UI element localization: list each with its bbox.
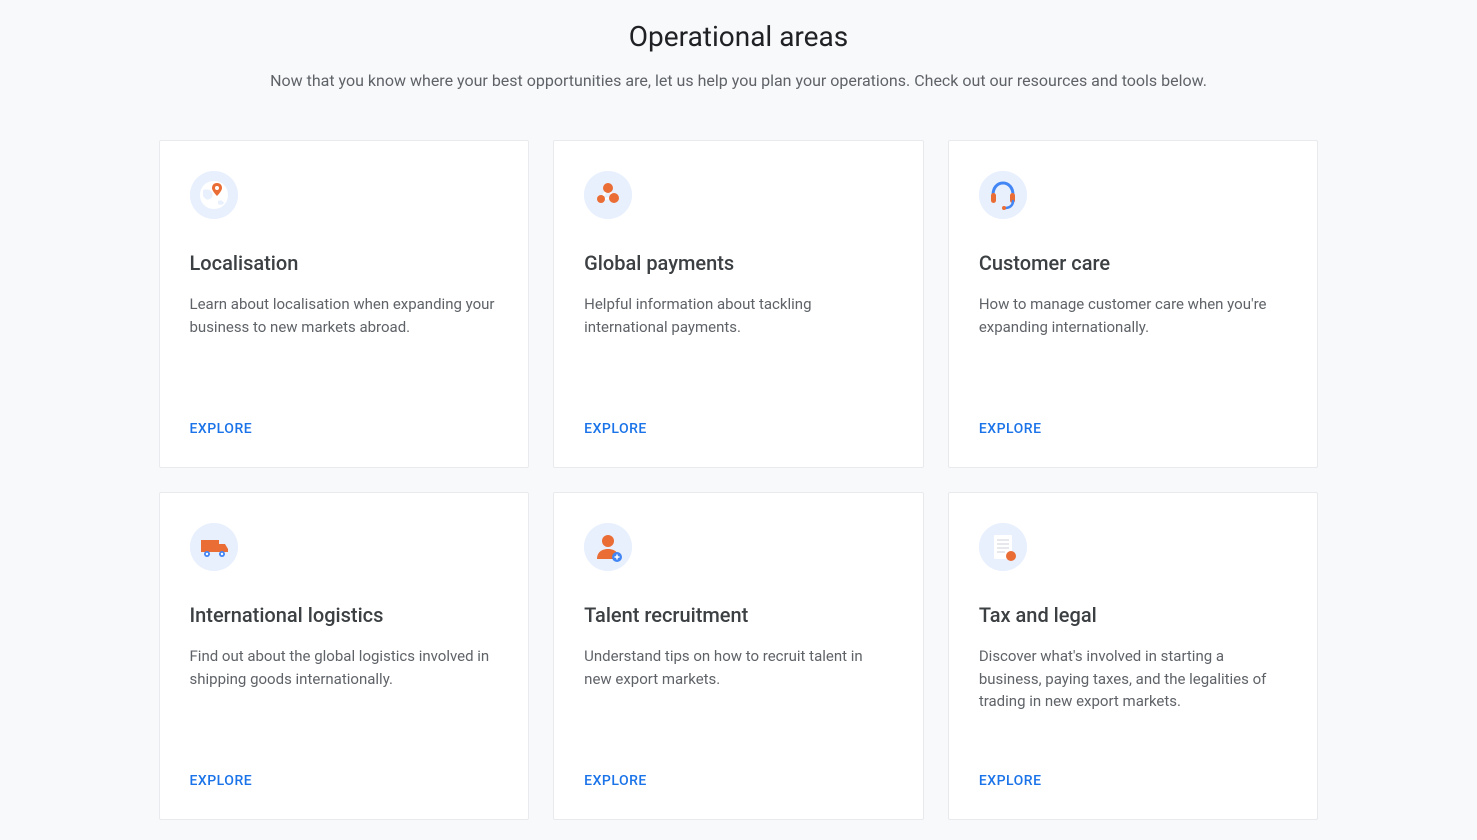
card-title: Customer care: [979, 251, 1288, 275]
card-global-payments: Global payments Helpful information abou…: [553, 140, 924, 468]
card-customer-care: Customer care How to manage customer car…: [948, 140, 1319, 468]
card-title: Tax and legal: [979, 603, 1288, 627]
card-title: Localisation: [190, 251, 499, 275]
explore-button[interactable]: EXPLORE: [979, 421, 1042, 437]
explore-button[interactable]: EXPLORE: [584, 421, 647, 437]
page-header: Operational areas Now that you know wher…: [159, 20, 1319, 90]
card-description: Helpful information about tackling inter…: [584, 293, 893, 421]
nodes-icon: [584, 171, 632, 219]
card-title: International logistics: [190, 603, 499, 627]
card-description: Find out about the global logistics invo…: [190, 645, 499, 773]
card-description: Discover what's involved in starting a b…: [979, 645, 1288, 773]
card-description: Understand tips on how to recruit talent…: [584, 645, 893, 773]
card-title: Global payments: [584, 251, 893, 275]
explore-button[interactable]: EXPLORE: [584, 773, 647, 789]
explore-button[interactable]: EXPLORE: [190, 421, 253, 437]
user-plus-icon: [584, 523, 632, 571]
card-localisation: Localisation Learn about localisation wh…: [159, 140, 530, 468]
cards-grid: Localisation Learn about localisation wh…: [159, 140, 1319, 820]
card-international-logistics: International logistics Find out about t…: [159, 492, 530, 820]
headset-icon: [979, 171, 1027, 219]
card-tax-and-legal: Tax and legal Discover what's involved i…: [948, 492, 1319, 820]
document-icon: [979, 523, 1027, 571]
card-description: Learn about localisation when expanding …: [190, 293, 499, 421]
truck-icon: [190, 523, 238, 571]
card-description: How to manage customer care when you're …: [979, 293, 1288, 421]
card-talent-recruitment: Talent recruitment Understand tips on ho…: [553, 492, 924, 820]
explore-button[interactable]: EXPLORE: [979, 773, 1042, 789]
globe-pin-icon: [190, 171, 238, 219]
page-title: Operational areas: [159, 20, 1319, 53]
page-container: Operational areas Now that you know wher…: [139, 0, 1339, 840]
card-title: Talent recruitment: [584, 603, 893, 627]
explore-button[interactable]: EXPLORE: [190, 773, 253, 789]
page-subtitle: Now that you know where your best opport…: [159, 71, 1319, 90]
